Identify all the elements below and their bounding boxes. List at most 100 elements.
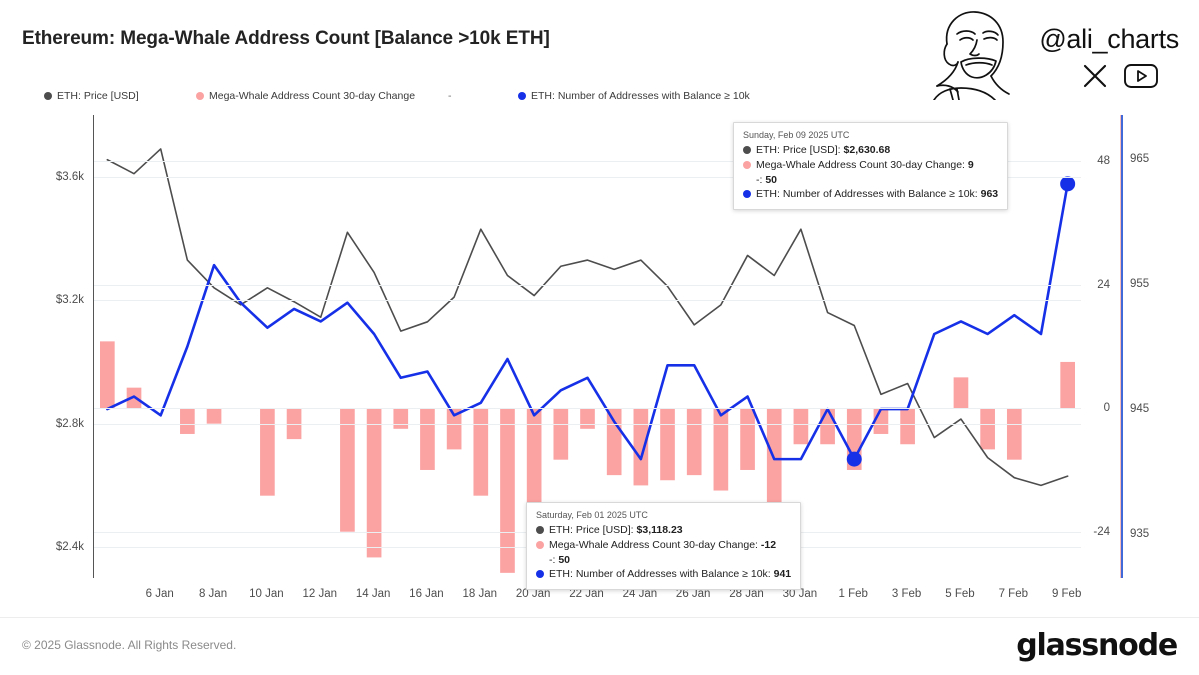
x-axis-tick: 1 Feb [838, 588, 868, 600]
x-axis-tick: 22 Jan [569, 588, 604, 600]
bar [1006, 408, 1022, 460]
bar [820, 408, 835, 445]
bar [606, 408, 622, 476]
y-axis-left-tick: $2.8k [55, 417, 84, 430]
bar [553, 408, 569, 460]
tooltip-label: -: [549, 553, 559, 566]
tooltip-feb-01: Saturday, Feb 01 2025 UTC ETH: Price [USD… [526, 502, 802, 591]
y-axis-blue-tick: 945 [1130, 403, 1150, 416]
y-axis-left-tick: $2.4k [55, 541, 84, 554]
gridline [94, 300, 1081, 302]
tooltip-text: Mega-Whale Address Count 30-day Change: … [549, 538, 776, 553]
tooltip-row: -: 50 [743, 173, 998, 188]
x-axis-tick: 12 Jan [302, 588, 337, 600]
plot-wrapper [0, 108, 1199, 588]
bar [793, 408, 809, 445]
pink-axis-line [1120, 115, 1121, 578]
bar [500, 408, 515, 573]
x-axis-tick: 26 Jan [675, 588, 711, 600]
bar [980, 408, 995, 450]
tooltip-row: ETH: Number of Addresses with Balance ≥ … [743, 187, 998, 202]
y-axis-pink-tick: 24 [1097, 278, 1110, 291]
bar [580, 408, 595, 429]
bar [633, 408, 649, 486]
x-axis-tick: 9 Feb [1051, 588, 1082, 600]
x-axis-tick: 18 Jan [462, 588, 498, 600]
avatar-line-art-icon [917, 4, 1025, 101]
x-axis-tick: 20 Jan [515, 588, 551, 600]
x-axis-tick: 7 Feb [998, 588, 1029, 600]
tooltip-text: ETH: Price [USD]: $2,630.68 [756, 143, 890, 158]
legend-item-dash[interactable]: - [448, 90, 452, 102]
tooltip-row: ETH: Price [USD]: $2,630.68 [743, 143, 998, 158]
bar [393, 408, 409, 429]
tooltip-value: 50 [765, 173, 778, 186]
bar [206, 408, 222, 424]
gridline [94, 423, 1081, 425]
tooltip-date: Saturday, Feb 01 2025 UTC [536, 510, 648, 520]
highlight-point [1060, 176, 1076, 192]
legend-label: Mega-Whale Address Count 30-day Change [209, 90, 416, 102]
tooltip-value: 9 [967, 158, 974, 171]
tooltip-value: 50 [558, 553, 571, 566]
bar [366, 408, 382, 558]
y-axis-pink-tick: 0 [1103, 402, 1110, 415]
bar [766, 408, 782, 522]
x-axis-tick: 30 Jan [782, 588, 818, 600]
tooltip-text: Mega-Whale Address Count 30-day Change: … [756, 158, 974, 173]
y-axis-left-tick: $3.2k [55, 294, 84, 307]
legend-item-address-count[interactable]: ETH: Number of Addresses with Balance ≥ … [518, 90, 750, 102]
tooltip-label: ETH: Price [USD]: [549, 523, 637, 536]
bar [686, 408, 702, 476]
x-axis-tick: 6 Jan [145, 588, 174, 600]
tooltip-row: -: 50 [536, 553, 791, 568]
tooltip-marker-dot [743, 190, 751, 199]
tooltip-value: -12 [760, 538, 777, 551]
gridline [94, 161, 1081, 163]
legend-label: - [448, 90, 452, 102]
tooltip-feb-09: Sunday, Feb 09 2025 UTC ETH: Price [USD]:… [733, 122, 1009, 211]
gridline [94, 408, 1081, 410]
y-axis-blue-tick: 965 [1130, 152, 1150, 165]
social-icons [1081, 62, 1159, 95]
chart-header: Ethereum: Mega-Whale Address Count [Bala… [0, 0, 1199, 101]
y-axis-blue-tick: 955 [1130, 277, 1150, 290]
tooltip-label: ETH: Number of Addresses with Balance ≥ … [756, 188, 981, 201]
copyright-text: © 2025 Glassnode. All Rights Reserved. [22, 638, 237, 652]
x-axis-tick: 8 Jan [198, 588, 228, 600]
blue-axis-line [1121, 115, 1123, 578]
bar [340, 408, 355, 532]
x-axis-tick: 10 Jan [249, 588, 284, 600]
x-axis-labels: 6 Jan 8 Jan 10 Jan 12 Jan 14 Jan 16 Jan 18 Jan… [0, 588, 1199, 612]
tooltip-row: Mega-Whale Address Count 30-day Change: … [536, 538, 791, 553]
social-handle: @ali_charts [1039, 24, 1179, 54]
highlight-point [846, 451, 862, 467]
tooltip-row: Mega-Whale Address Count 30-day Change: … [743, 158, 998, 173]
bar [526, 408, 542, 517]
branding-block: @ali_charts [903, 4, 1183, 101]
legend-item-price[interactable]: ETH: Price [USD] [44, 90, 139, 102]
x-axis-tick: 24 Jan [622, 588, 658, 600]
tooltip-label: Mega-Whale Address Count 30-day Change: [549, 538, 761, 551]
x-axis-tick: 28 Jan [729, 588, 764, 600]
tooltip-text: ETH: Number of Addresses with Balance ≥ … [756, 187, 998, 202]
y-axis-left-tick: $3.6k [55, 170, 84, 183]
tooltip-marker-dot [536, 540, 544, 549]
tooltip-label: ETH: Price [USD]: [756, 143, 844, 156]
tooltip-row: ETH: Number of Addresses with Balance ≥ … [536, 567, 791, 582]
bar [713, 408, 729, 491]
y-axis-blue-tick: 935 [1130, 528, 1150, 541]
youtube-play-icon[interactable] [1123, 63, 1159, 94]
x-twitter-icon[interactable] [1081, 62, 1109, 95]
tooltip-marker-dot [536, 570, 544, 579]
x-axis-tick: 3 Feb [891, 588, 922, 600]
legend-label: ETH: Number of Addresses with Balance ≥ … [531, 90, 750, 102]
page-title: Ethereum: Mega-Whale Address Count [Bala… [22, 28, 550, 49]
legend-item-30day-change[interactable]: Mega-Whale Address Count 30-day Change [196, 90, 415, 102]
bar [900, 408, 915, 445]
x-axis-tick: 14 Jan [355, 588, 391, 600]
tooltip-value: 963 [980, 188, 999, 201]
tooltip-label: Mega-Whale Address Count 30-day Change: [756, 158, 968, 171]
bar [420, 408, 435, 470]
gridline [94, 176, 1081, 178]
